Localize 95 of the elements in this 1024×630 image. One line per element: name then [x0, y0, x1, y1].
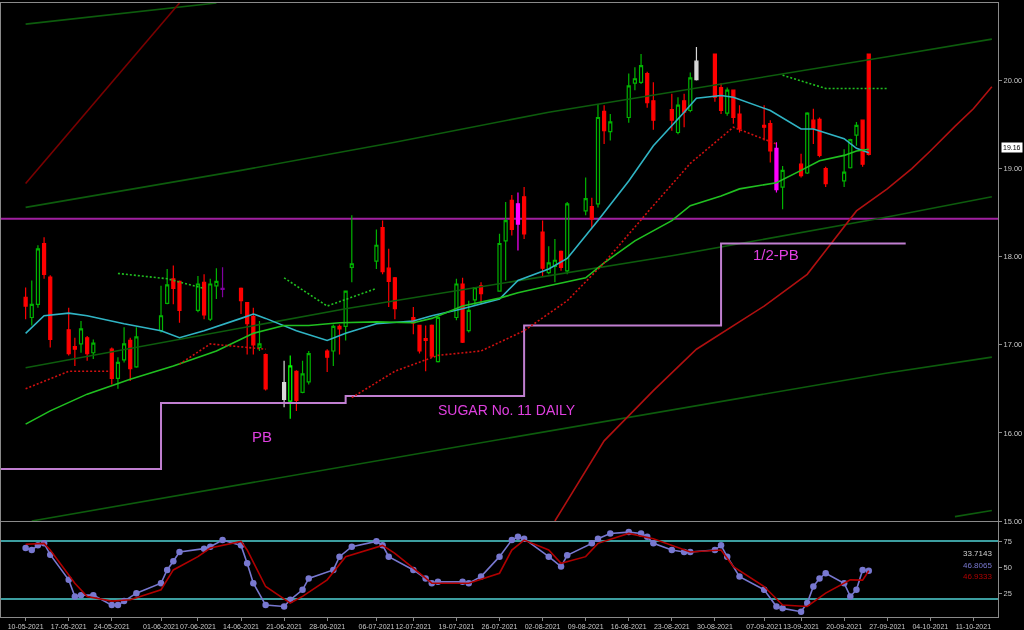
candlestick: [337, 323, 342, 356]
candlestick: [238, 286, 244, 315]
candlestick: [331, 323, 336, 367]
candlestick: [595, 103, 601, 208]
annotation: 46.8065: [963, 561, 993, 570]
candlestick: [325, 348, 330, 373]
candlestick: [774, 141, 779, 193]
candlestick: [380, 220, 385, 275]
candlestick: [288, 354, 293, 420]
candlestick: [177, 279, 182, 324]
candlestick: [848, 138, 853, 170]
candlestick: [128, 337, 133, 382]
candlestick: [281, 360, 287, 408]
candlestick: [472, 286, 477, 307]
candlestick: [854, 121, 859, 147]
annotation: 33.7143: [963, 549, 993, 558]
candlestick: [349, 214, 354, 283]
line-series: [24, 38, 993, 209]
candlestick: [608, 113, 613, 142]
candlestick: [263, 353, 268, 392]
candlestick: [454, 278, 459, 321]
candlestick: [626, 72, 631, 124]
annotation: SUGAR No. 11 DAILY: [438, 402, 576, 418]
candlestick: [201, 273, 207, 320]
candlestick: [257, 320, 262, 352]
candlestick: [435, 316, 441, 364]
candlestick: [725, 86, 730, 117]
candlestick: [651, 81, 656, 131]
candlestick: [546, 245, 551, 275]
candlestick: [29, 279, 34, 327]
candlestick: [214, 267, 219, 300]
candlestick: [35, 244, 41, 309]
candlestick: [466, 300, 471, 334]
annotation: 1/2-PB: [753, 246, 799, 263]
candlestick: [306, 350, 311, 386]
candlestick: [805, 111, 810, 175]
candlestick: [780, 165, 785, 210]
candlestick: [682, 93, 687, 128]
candlestick: [866, 53, 871, 156]
candlestick: [509, 194, 514, 237]
candlestick: [41, 236, 47, 280]
candlestick: [134, 326, 139, 369]
candlestick: [195, 275, 201, 313]
candlestick: [91, 338, 96, 360]
line-series: [30, 356, 993, 521]
candlestick: [565, 201, 570, 275]
candlestick: [374, 228, 379, 270]
candlestick: [392, 276, 397, 320]
candlestick: [589, 197, 594, 229]
candlestick: [48, 274, 53, 349]
candlestick: [638, 53, 644, 85]
candlestick: [669, 93, 674, 132]
candlestick: [718, 82, 724, 115]
candlestick: [85, 335, 90, 362]
candlestick: [72, 337, 77, 367]
candlestick: [602, 104, 607, 145]
candlestick: [694, 46, 699, 82]
candlestick: [66, 307, 71, 356]
candlestick: [583, 176, 588, 216]
candlestick: [294, 369, 299, 412]
candlestick: [762, 104, 767, 142]
candlestick: [842, 148, 847, 188]
candlestick: [171, 264, 176, 305]
candlestick: [823, 166, 828, 188]
candlestick: [208, 278, 213, 322]
candlestick: [429, 323, 434, 359]
candlestick: [860, 119, 865, 168]
candlestick: [552, 238, 557, 283]
candlestick: [522, 186, 527, 240]
line-series: [24, 196, 993, 369]
candlestick: [712, 53, 718, 103]
candlestick: [632, 66, 637, 91]
candlestick: [768, 119, 773, 164]
line-series: [24, 94, 870, 342]
candlestick: [675, 96, 681, 135]
candlestick: [165, 268, 170, 305]
candlestick: [688, 72, 693, 113]
annotation: PB: [252, 428, 273, 445]
candlestick: [515, 191, 521, 252]
candlestick: [78, 320, 84, 354]
candlestick: [121, 326, 127, 364]
candlestick: [245, 301, 250, 356]
candlestick: [158, 285, 164, 334]
candlestick: [645, 71, 650, 109]
candlestick: [220, 266, 225, 298]
candlestick: [343, 290, 348, 341]
candlestick: [503, 201, 508, 282]
annotation: 46.9333: [963, 572, 993, 581]
candlestick: [23, 286, 28, 320]
candlestick: [300, 360, 305, 394]
candlestick: [540, 220, 545, 278]
line-series: [24, 148, 870, 425]
candlestick: [497, 233, 502, 292]
candlestick: [386, 248, 391, 308]
candlestick: [115, 356, 121, 390]
